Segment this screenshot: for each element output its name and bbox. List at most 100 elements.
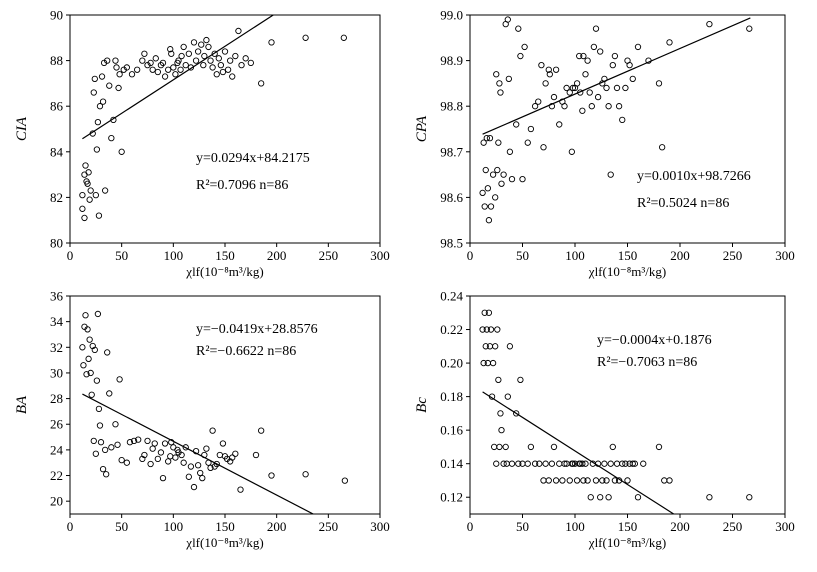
x-tick-label: 250 [319,248,339,263]
data-point [561,103,568,110]
data-point [496,80,503,87]
data-point [479,189,486,196]
data-point [85,169,92,176]
x-tick-label: 50 [115,519,128,534]
x-tick-label: 150 [618,248,638,263]
data-point [128,71,136,78]
data-point [540,144,547,151]
x-tick-label: 50 [516,519,529,534]
data-point [550,93,558,101]
regression-stats: R²=−0.7063 n=86 [597,355,697,370]
data-point [584,477,591,484]
y-tick-label: 30 [50,365,63,380]
data-point [229,454,236,461]
data-point [506,343,514,350]
data-point [527,125,535,133]
data-point [573,477,581,484]
data-point [492,343,499,350]
x-tick-label: 150 [618,519,638,534]
regression-stats: R²=0.7096 n=86 [196,178,288,193]
y-tick-label: 98.6 [440,190,463,205]
data-point [588,103,595,110]
y-tick-label: 98.8 [440,99,463,114]
data-point [540,477,547,484]
data-point [580,477,587,484]
plot-data [79,310,349,514]
data-point [489,171,497,178]
data-point [577,89,584,96]
data-point [489,359,497,367]
y-tick-label: 20 [50,494,63,509]
data-point [634,494,642,501]
data-point [157,449,165,456]
data-point [508,176,516,183]
chart-panel-4: 0 50 100 150 200 250 300 0.12 0.14 0.16 0.18 0.20 0.… [414,289,795,551]
data-point [504,16,511,23]
data-point [601,460,608,467]
data-point [487,203,495,210]
data-point [123,459,130,466]
data-point [185,50,192,57]
data-point [706,20,713,28]
y-tick-label: 34 [50,314,64,329]
data-point [488,393,496,400]
data-point [515,460,522,467]
data-point [482,166,489,174]
data-point [493,71,500,78]
data-point [494,326,501,333]
data-point [118,456,125,464]
y-tick-label: 0.20 [440,356,463,371]
plot-data [479,16,753,224]
data-point [108,134,115,142]
data-point [302,34,309,41]
x-tick-label: 200 [670,248,690,263]
data-point [170,64,177,71]
x-tick-label: 300 [775,248,795,263]
data-point [219,68,227,76]
data-point [566,477,573,484]
y-tick-label: 98.5 [440,236,463,251]
data-point [487,326,495,333]
data-point [198,41,205,48]
data-point [203,36,210,44]
x-tick-label: 100 [164,248,184,263]
data-point [108,444,115,451]
data-point [524,460,531,467]
data-point [199,474,206,482]
data-point [95,405,103,412]
regression-equation: y=−0.0419x+28.8576 [196,322,318,337]
x-tick-label: 250 [723,519,743,534]
data-point [200,62,207,69]
data-point [538,62,545,69]
data-point [597,48,604,55]
data-point [485,217,493,224]
y-tick-label: 28 [50,391,63,406]
data-point [626,62,633,69]
x-axis-label: χlf(10⁻⁸m³/kg) [185,264,263,279]
data-point [268,472,275,479]
data-point [201,451,208,459]
data-point [178,52,185,60]
data-point [80,362,87,369]
data-point [498,180,505,187]
data-point [219,440,227,447]
data-point [99,98,107,105]
data-point [611,52,619,60]
data-point [187,463,195,470]
data-point [116,376,123,383]
data-point [178,451,185,459]
data-point [550,443,558,451]
data-point [94,310,102,318]
data-point [603,477,610,484]
y-tick-label: 0.12 [440,490,463,505]
data-point [118,148,125,155]
data-point [607,460,614,467]
data-point [93,146,101,153]
data-point [84,326,91,333]
data-point [215,55,222,62]
data-point [217,62,225,69]
data-point [147,460,154,468]
data-point [94,119,102,126]
data-point [605,103,612,110]
data-point [517,376,524,383]
